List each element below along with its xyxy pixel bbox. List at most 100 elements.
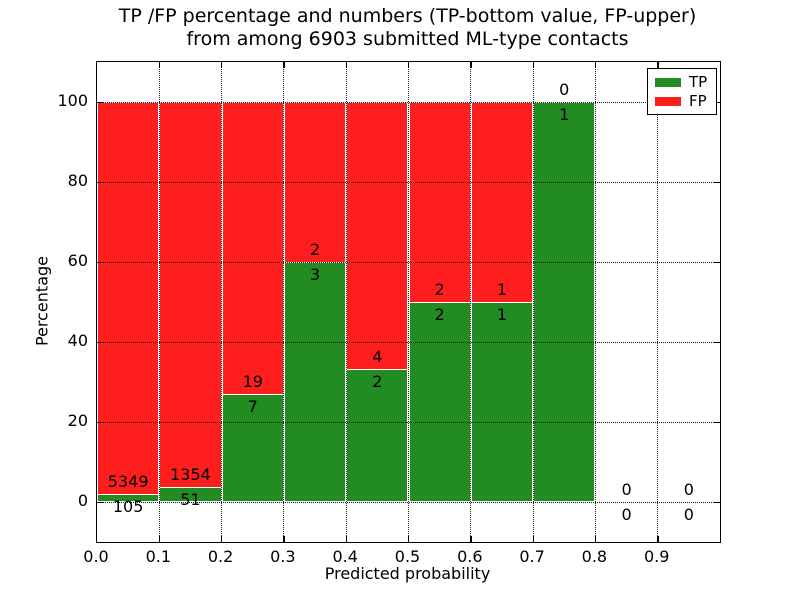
bar-segment-fp (159, 102, 222, 488)
tp-count-label: 3 (309, 265, 321, 284)
y-axis-tick-right (714, 101, 720, 103)
tp-legend-label: TP (689, 73, 708, 91)
y-axis-tick (97, 421, 103, 423)
x-tick-label: 0.6 (457, 547, 483, 566)
x-axis-tick-top (345, 62, 348, 68)
grid-line-horizontal (97, 181, 720, 183)
grid-line-horizontal (97, 341, 720, 343)
bar-segment-tp (470, 302, 534, 502)
x-axis-tick (408, 536, 410, 542)
x-axis-tick-top (532, 62, 534, 68)
y-axis-tick (97, 341, 103, 343)
bar-segment-fp (408, 102, 471, 302)
y-tick-label: 100 (57, 91, 88, 110)
bar-segment-fp (346, 102, 409, 369)
fp-count-label: 2 (309, 240, 321, 259)
fp-legend-swatch (655, 97, 681, 106)
y-axis-tick-right (714, 421, 720, 423)
grid-line-vertical (657, 62, 659, 542)
grid-line-horizontal (97, 101, 720, 103)
tp-count-label: 2 (372, 371, 383, 391)
grid-line-vertical (408, 62, 409, 542)
grid-line-horizontal (97, 501, 720, 503)
fp-count-label: 2 (434, 280, 445, 299)
x-tick-label: 0.5 (394, 547, 421, 566)
fp-count-label: 1 (496, 280, 508, 299)
x-tick-label: 0.7 (519, 547, 545, 566)
bar-segment-fp (221, 102, 284, 395)
y-axis-tick-right (714, 181, 720, 183)
x-axis-tick (158, 536, 161, 542)
x-tick-label: 0.0 (83, 547, 109, 566)
y-axis-tick (97, 181, 103, 183)
y-axis-tick-right (714, 501, 720, 503)
x-axis-tick-top (221, 62, 223, 68)
grid-line-vertical (594, 62, 596, 542)
y-tick-label: 20 (67, 411, 88, 430)
tp-count-label: 1 (559, 105, 570, 124)
chart-title-line1: TP /FP percentage and numbers (TP-bottom… (118, 5, 697, 27)
x-tick-label: 0.2 (207, 547, 234, 566)
fp-count-label: 0 (683, 480, 694, 499)
x-axis-tick-top (657, 62, 659, 68)
x-axis-tick (470, 536, 472, 542)
fp-count-label: 4 (372, 346, 383, 366)
grid-line-vertical (221, 62, 223, 542)
tp-count-label: 51 (180, 490, 201, 510)
grid-line-horizontal (97, 261, 720, 263)
tp-count-label: 2 (434, 305, 445, 324)
grid-line-vertical (470, 62, 472, 542)
tp-count-label: 0 (621, 505, 632, 524)
x-axis-label: Predicted probability (324, 564, 491, 583)
x-axis-tick (345, 536, 348, 542)
x-tick-label: 0.1 (145, 547, 172, 566)
fp-count-label: 0 (621, 480, 632, 499)
legend-item-tp: TP (648, 73, 716, 92)
y-tick-label: 0 (77, 491, 88, 510)
tp-count-label: 1 (496, 305, 508, 324)
chart-title: TP /FP percentage and numbers (TP-bottom… (96, 5, 719, 51)
x-axis-tick (532, 536, 534, 542)
bar-segment-fp (97, 102, 160, 495)
legend-item-fp: FP (648, 92, 716, 111)
x-axis-tick (594, 536, 597, 542)
chart-title-line2: from among 6903 submitted ML-type contac… (186, 28, 629, 50)
y-axis-tick (97, 101, 103, 103)
bar-segment-tp (408, 302, 471, 502)
y-axis-tick-right (714, 341, 720, 343)
y-tick-label: 40 (67, 331, 88, 350)
x-axis-tick-top (158, 62, 161, 68)
bar-segment-tp (283, 262, 347, 502)
bar-segment-tp (533, 102, 596, 502)
plot-area: TP FP 5349 105 1354 51 19 7 2 3 4 2 2 2 1 1 0 1 0 0 0 0 (96, 61, 721, 543)
x-axis-tick-top (283, 62, 285, 68)
legend: TP FP (647, 68, 717, 115)
tp-count-label: 7 (247, 397, 258, 417)
x-tick-label: 0.9 (643, 547, 670, 566)
fp-count-label: 0 (559, 80, 570, 99)
y-tick-label: 80 (67, 171, 88, 190)
x-axis-tick-top (594, 62, 597, 68)
fp-legend-label: FP (689, 92, 707, 110)
y-tick-label: 60 (67, 251, 88, 270)
fp-count-label: 1354 (170, 465, 211, 485)
x-axis-tick (657, 536, 659, 542)
fp-count-label: 5349 (107, 472, 149, 492)
fp-count-label: 19 (242, 372, 263, 392)
y-axis-tick-right (714, 261, 720, 263)
bar-segment-tp (346, 368, 409, 502)
bar-segment-fp (470, 102, 534, 302)
tp-legend-swatch (655, 78, 681, 87)
bar-segment-tp (221, 394, 284, 502)
grid-line-horizontal (97, 421, 720, 423)
grid-line-vertical (158, 62, 160, 542)
y-axis-tick (97, 501, 103, 503)
x-axis-tick (283, 536, 285, 542)
x-tick-label: 0.8 (581, 547, 608, 566)
tp-count-label: 0 (683, 505, 694, 524)
grid-line-vertical (283, 62, 285, 542)
grid-line-vertical (532, 62, 534, 542)
x-tick-label: 0.4 (332, 547, 358, 566)
grid-line-vertical (345, 62, 347, 542)
